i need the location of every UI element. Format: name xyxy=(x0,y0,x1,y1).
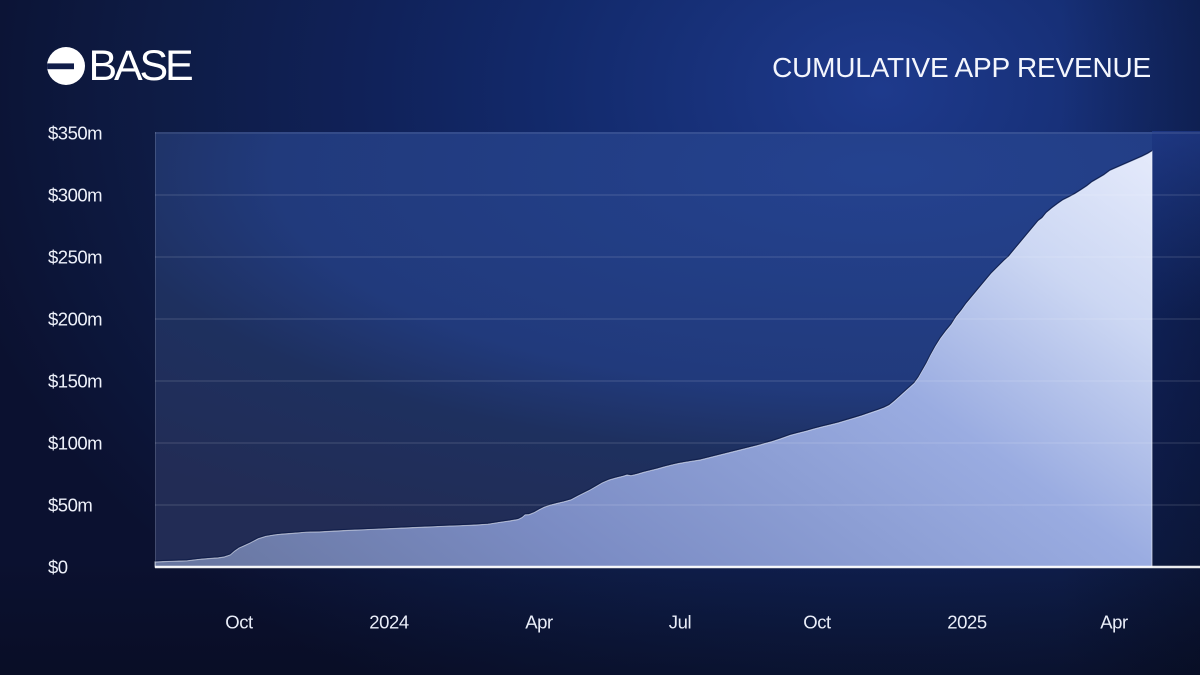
svg-text:Apr: Apr xyxy=(1100,612,1128,633)
svg-text:$200m: $200m xyxy=(48,309,102,330)
svg-text:$150m: $150m xyxy=(48,371,102,392)
svg-text:CUMULATIVE APP REVENUE: CUMULATIVE APP REVENUE xyxy=(772,52,1151,83)
svg-text:Jul: Jul xyxy=(669,612,691,633)
svg-text:Oct: Oct xyxy=(225,612,253,633)
svg-text:$0: $0 xyxy=(48,557,68,578)
svg-text:$250m: $250m xyxy=(48,247,102,268)
svg-text:BASE: BASE xyxy=(89,42,192,90)
svg-text:Apr: Apr xyxy=(525,612,553,633)
svg-text:$50m: $50m xyxy=(48,495,92,516)
svg-text:$350m: $350m xyxy=(48,123,102,144)
svg-text:2025: 2025 xyxy=(947,612,987,633)
svg-text:$300m: $300m xyxy=(48,185,102,206)
svg-text:$100m: $100m xyxy=(48,433,102,454)
svg-text:2024: 2024 xyxy=(369,612,409,633)
svg-text:Oct: Oct xyxy=(803,612,831,633)
